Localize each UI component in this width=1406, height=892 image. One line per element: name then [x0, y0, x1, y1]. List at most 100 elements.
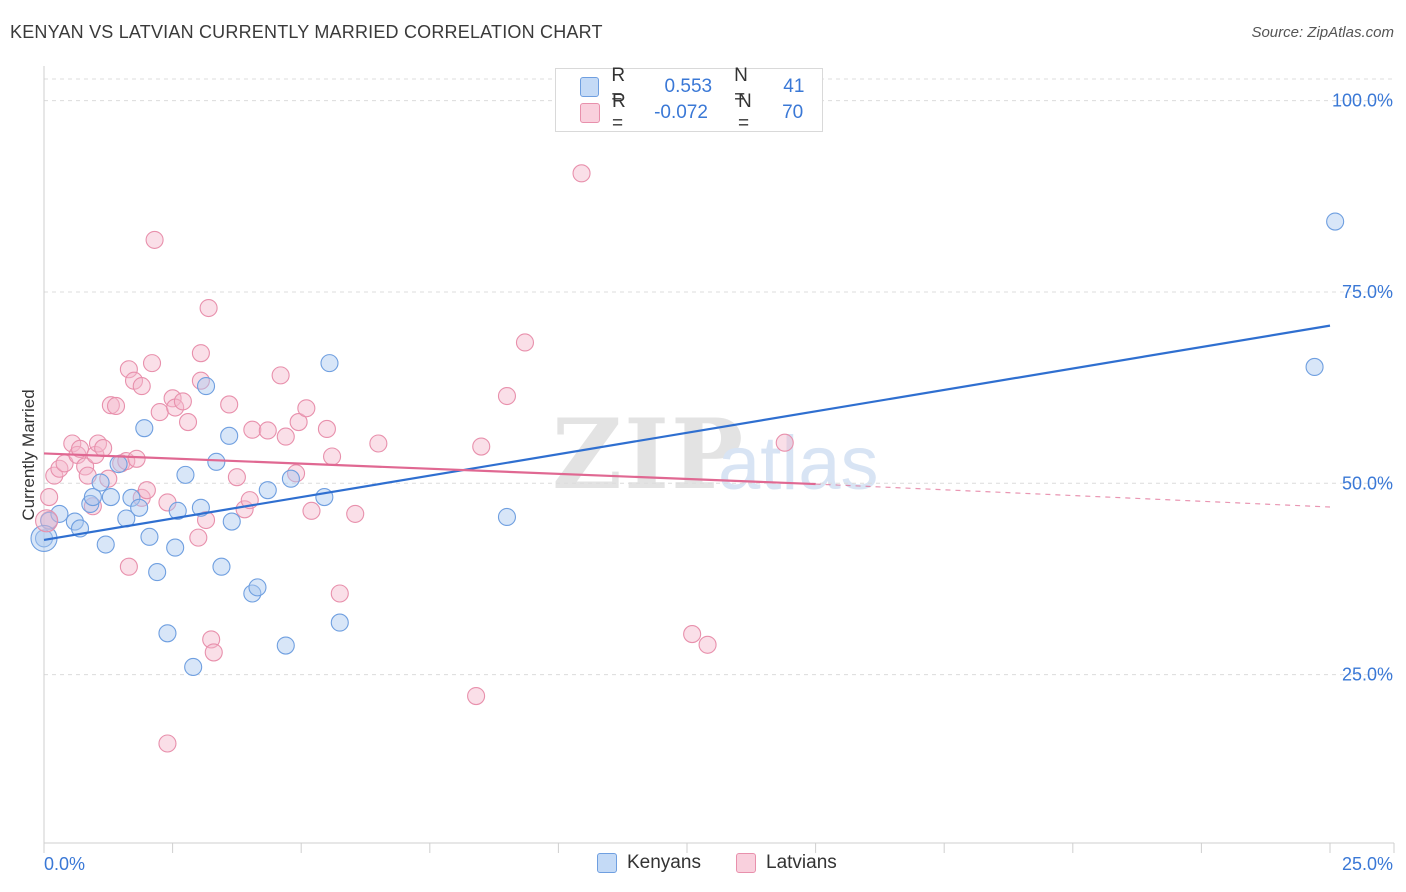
- kenyan-point: [212, 557, 231, 576]
- kenyan-point: [207, 452, 226, 471]
- latvian-point: [572, 164, 591, 183]
- kenyan-point: [222, 512, 241, 531]
- latvian-point: [40, 488, 59, 507]
- latvian-point: [497, 386, 517, 406]
- kenyan-point: [1326, 212, 1345, 231]
- stats-legend: R = 0.553 N = 41 R = -0.072 N = 70: [555, 65, 823, 134]
- kenyan-point: [96, 535, 115, 554]
- latvian-point: [83, 497, 102, 516]
- y-tick-label: 75.0%: [1342, 282, 1393, 302]
- kenyan-point: [497, 507, 517, 527]
- latvian-point: [515, 333, 535, 352]
- latvians-label: Latvians: [766, 852, 837, 873]
- tick-labels: 25.0% 50.0% 75.0% 100.0% 0.0% 25.0%: [44, 91, 1393, 874]
- latvian-point: [70, 439, 90, 458]
- latvians-swatch: [736, 853, 756, 873]
- latvian-point: [243, 420, 262, 439]
- n-value: 70: [782, 102, 804, 123]
- kenyan-point: [122, 488, 141, 507]
- latvian-point: [369, 434, 388, 453]
- latvian-point: [271, 366, 290, 385]
- watermark-atlas: atlas: [718, 421, 879, 506]
- latvian-point: [323, 447, 342, 466]
- latvian-point: [189, 528, 208, 547]
- latvian-point: [178, 413, 198, 432]
- kenyan-point: [50, 504, 69, 523]
- latvian-point: [276, 427, 295, 446]
- latvian-point: [137, 481, 156, 500]
- y-tick-label: 25.0%: [1342, 665, 1393, 685]
- latvian-point: [127, 449, 146, 468]
- kenyan-point: [248, 578, 267, 597]
- kenyans-swatch: [597, 853, 617, 873]
- latvians-trend-extension: [815, 483, 1331, 508]
- legend-item-latvians[interactable]: Latvians: [736, 852, 837, 874]
- latvian-point: [132, 377, 151, 396]
- kenyan-point: [276, 636, 295, 655]
- latvian-point: [220, 395, 239, 414]
- latvian-point: [94, 439, 113, 458]
- kenyans-trend-line: [43, 324, 1331, 542]
- chart-title: KENYAN VS LATVIAN CURRENTLY MARRIED CORR…: [10, 22, 603, 42]
- latvian-point: [289, 413, 308, 432]
- latvian-point: [199, 298, 218, 318]
- latvian-point: [142, 354, 162, 373]
- kenyan-point: [135, 419, 154, 438]
- legend-item-kenyans[interactable]: Kenyans: [597, 852, 701, 874]
- n-label: N =: [737, 91, 752, 134]
- kenyan-point: [196, 377, 216, 396]
- legend-row-latvians: R = -0.072 N = 70: [580, 91, 822, 134]
- kenyan-point: [320, 354, 339, 373]
- kenyan-point: [184, 657, 203, 677]
- n-label: N =: [734, 65, 748, 108]
- y-tick-label: 100.0%: [1332, 91, 1393, 111]
- kenyan-point: [168, 501, 187, 520]
- latvian-point: [317, 419, 336, 438]
- kenyan-point: [130, 498, 149, 517]
- latvians-swatch: [580, 103, 600, 123]
- y-tick-label: 50.0%: [1342, 473, 1393, 493]
- kenyan-point: [176, 465, 195, 484]
- kenyan-point: [140, 527, 159, 546]
- axes: [43, 66, 1395, 853]
- kenyan-point: [281, 469, 300, 488]
- kenyan-point: [91, 473, 110, 492]
- r-value: 0.553: [664, 76, 713, 97]
- latvian-point: [173, 392, 192, 411]
- latvian-point: [302, 501, 321, 520]
- kenyan-point: [81, 494, 100, 514]
- latvians-trend-line: [43, 452, 816, 486]
- kenyan-point: [148, 563, 167, 582]
- r-label: R =: [611, 65, 626, 108]
- series-legend: Kenyans Latvians: [0, 852, 1406, 878]
- source-label: Source: ZipAtlas.com: [1251, 24, 1394, 41]
- latvian-point: [227, 468, 246, 487]
- latvian-point: [287, 464, 306, 483]
- kenyans-swatch: [580, 77, 600, 97]
- x-tick-label: 25.0%: [1342, 854, 1393, 874]
- latvian-point: [258, 421, 277, 440]
- latvian-point: [775, 433, 794, 452]
- kenyan-point: [1305, 357, 1324, 377]
- latvian-point: [297, 399, 316, 418]
- r-value: -0.072: [654, 102, 708, 123]
- kenyan-point: [330, 613, 349, 632]
- latvian-point: [467, 687, 486, 706]
- legend-row-kenyans: R = 0.553 N = 41: [580, 65, 822, 108]
- latvian-point: [346, 504, 365, 523]
- kenyan-point: [258, 481, 277, 500]
- kenyan-point: [101, 488, 120, 507]
- kenyan-point: [166, 538, 185, 557]
- latvian-point: [698, 635, 717, 654]
- x-tick-label: 0.0%: [44, 854, 85, 874]
- kenyan-point: [158, 624, 177, 643]
- r-label: R =: [611, 91, 626, 134]
- latvian-point: [472, 437, 491, 456]
- gridlines: [44, 78, 1394, 676]
- latvian-point: [330, 584, 349, 603]
- data-points: [30, 164, 1345, 753]
- kenyan-point: [83, 488, 102, 507]
- trend-lines: [43, 324, 1331, 542]
- latvian-point: [145, 230, 164, 249]
